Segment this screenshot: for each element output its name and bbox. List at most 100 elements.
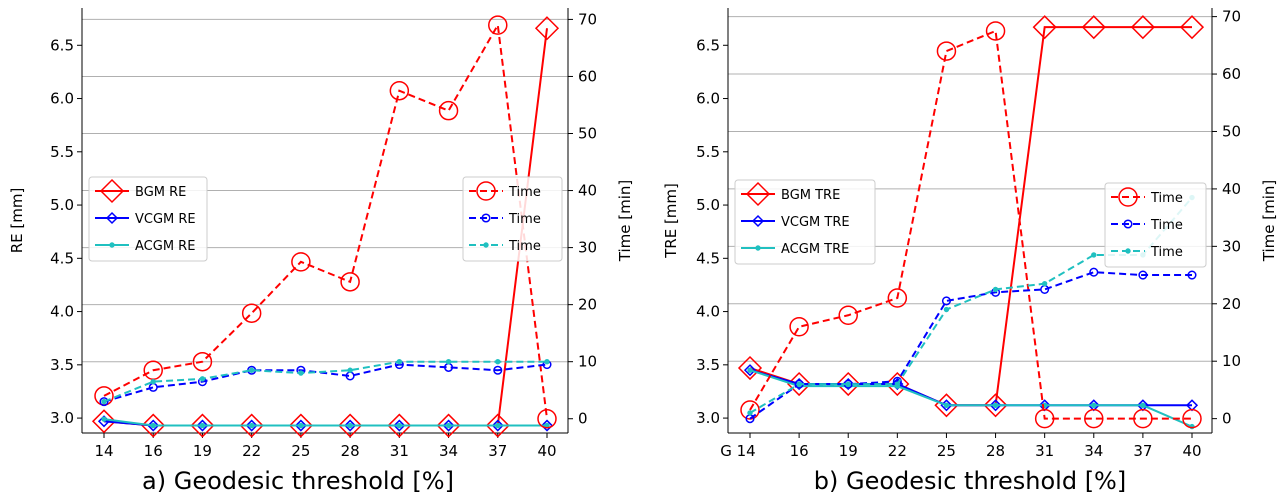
data-point [298, 370, 304, 376]
data-point [747, 367, 753, 373]
data-point [747, 410, 753, 416]
data-point [1034, 408, 1055, 429]
series-5 [101, 358, 550, 405]
y-tick-label: 5.5 [50, 143, 74, 161]
series-line [749, 369, 1193, 428]
y2-tick-label: 10 [578, 353, 597, 371]
y2-tick-label: 40 [578, 182, 597, 200]
legend-box [1104, 182, 1207, 268]
series-line [749, 271, 1192, 420]
chart-panel-a: 3.0 3.5 4.0 4.5 5.0 5.5 6.0 6.5 0 10 20 30 40 50 60 70 1… [8, 8, 634, 495]
x-tick-label: 16 [144, 442, 163, 460]
legend-label: Time [508, 212, 541, 227]
data-point [992, 286, 999, 293]
data-point [1187, 270, 1197, 280]
y-axis-label: TRE [mm] [662, 183, 680, 259]
data-point [1138, 270, 1148, 280]
data-point [983, 393, 1008, 418]
y2-tick-label: 0 [1222, 410, 1232, 428]
x-tick-label: 16 [790, 442, 809, 460]
y-tick-label: 5.5 [696, 143, 720, 161]
data-point [495, 358, 501, 365]
data-point [147, 419, 160, 432]
legend-marker [745, 181, 771, 207]
data-point [245, 419, 258, 432]
y2-tick-label: 50 [578, 125, 597, 143]
y-axis-label: RE [mm] [8, 188, 26, 254]
data-point [248, 367, 255, 373]
data-point [344, 419, 357, 432]
data-point [537, 408, 557, 429]
x-tick-label: 19 [839, 442, 858, 460]
y2-tick-label: 30 [578, 239, 597, 257]
y2-tick-label: 30 [1222, 237, 1241, 255]
y-tick-label: 5.0 [696, 196, 720, 214]
data-point [1084, 408, 1104, 429]
data-point [992, 402, 999, 409]
data-point [1041, 280, 1048, 287]
x-axis-title: b) Geodesic threshold [%] [814, 467, 1126, 495]
data-point [288, 413, 313, 438]
y2-tick-label: 60 [578, 67, 597, 85]
data-point [737, 355, 763, 381]
data-point [196, 419, 209, 432]
x-tick-label: 22 [888, 442, 907, 460]
series-2 [101, 416, 550, 429]
x-tick-label: 28 [986, 442, 1005, 460]
legend-left: BGM TRE VCGM TRE ACGM TRE [734, 179, 876, 265]
legend-label: Time [508, 239, 541, 254]
y2-tick-label: 40 [1222, 180, 1241, 198]
data-point [885, 371, 910, 397]
series-line [749, 29, 1192, 420]
x-tick-label: 14 [94, 442, 113, 460]
data-point [438, 100, 459, 121]
legend-box [734, 179, 876, 265]
y-tick-label: 3.5 [50, 356, 74, 374]
y-tick-label: 6.0 [50, 90, 74, 108]
x-tick-label: 37 [1133, 442, 1152, 460]
y2-axis-label: Time [min] [616, 180, 634, 262]
y2-tick-label: 70 [1222, 8, 1241, 26]
x-tick-label: G 14 [720, 442, 755, 460]
data-point [239, 413, 264, 438]
data-point [485, 413, 510, 438]
y2-axis-label: Time [min] [1260, 180, 1278, 262]
data-point [495, 422, 501, 429]
data-point [936, 41, 957, 61]
legend-label: ACGM RE [135, 239, 195, 254]
series-line [103, 360, 547, 403]
data-point [845, 381, 851, 387]
data-point [338, 413, 363, 438]
data-point [150, 378, 156, 385]
legend-marker [483, 242, 489, 248]
data-point [1133, 408, 1153, 429]
x-tick-label: 34 [1084, 442, 1103, 460]
x-tick-label: 40 [537, 442, 556, 460]
data-point [445, 358, 452, 365]
data-point [493, 365, 503, 375]
legend-marker [109, 242, 115, 248]
legend-left: BGM RE VCGM RE ACGM RE [88, 176, 208, 262]
data-point [101, 416, 107, 422]
legend-box [88, 176, 208, 262]
series-3 [740, 21, 1202, 429]
x-tick-label: 19 [193, 442, 212, 460]
legend-label: Time [1150, 191, 1183, 206]
data-point [488, 15, 508, 35]
series-1 [743, 364, 1199, 412]
y2-tick-label: 0 [578, 410, 588, 428]
y-tick-label: 6.5 [696, 36, 720, 54]
data-point [396, 358, 403, 365]
data-point [141, 413, 166, 438]
data-point [291, 252, 311, 272]
data-point [387, 413, 412, 438]
series-4 [745, 267, 1197, 424]
x-axis-title: a) Geodesic threshold [%] [142, 467, 454, 495]
y2-tick-label: 70 [578, 10, 597, 28]
data-point [396, 422, 403, 429]
y-tick-label: 3.0 [696, 409, 720, 427]
data-point [838, 305, 858, 326]
data-point [894, 381, 901, 387]
